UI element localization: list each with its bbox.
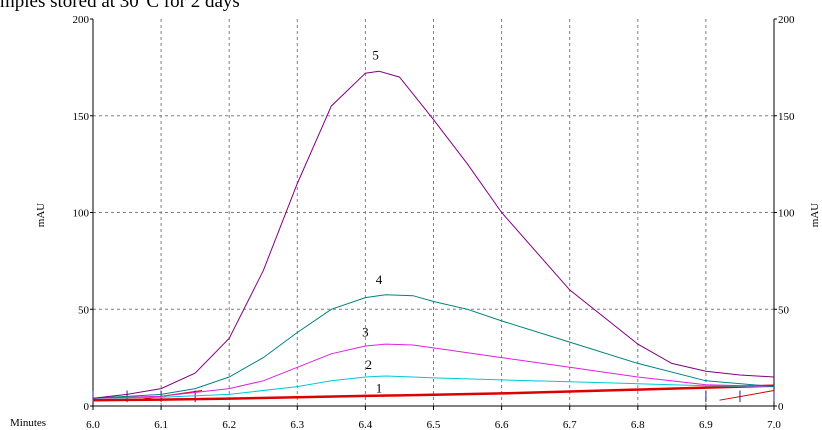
y-tick-label-right: 150 [778, 111, 795, 123]
series-5-line [92, 70, 775, 399]
x-tick-label: 6.8 [631, 419, 645, 430]
series-3-line [92, 343, 775, 399]
y-tick-label-left: 150 [73, 111, 90, 123]
x-tick-label: 6.4 [359, 419, 373, 430]
series-1-line [92, 384, 775, 402]
tick-labels: 6.0 6.1 6.2 6.3 6.4 6.5 6.6 6.7 6.8 6.9 7.00 050 501… [73, 14, 796, 430]
series-group: 12 3 4 5 [92, 48, 775, 402]
plot-frame [90, 18, 777, 410]
chart-title: mples stored at 30°C for 2 days [0, 0, 240, 12]
series-4-line [92, 294, 775, 399]
x-tick-label: 6.5 [427, 419, 441, 430]
y-tick-label-left: 200 [73, 14, 90, 26]
x-tick-label: 6.3 [290, 419, 304, 430]
series-1-label: 1 [376, 380, 383, 395]
y-tick-label-right: 100 [778, 208, 795, 220]
x-tick-label: 7.0 [767, 419, 781, 430]
x-tick-label: 6.9 [699, 419, 713, 430]
series-2-label: 2 [366, 357, 373, 372]
y-tick-label-right: 200 [778, 14, 795, 26]
y-tick-label-left: 100 [73, 208, 90, 220]
x-tick-label: 6.6 [495, 419, 509, 430]
y-tick-label-left: 0 [84, 401, 90, 413]
y-axis-label-left: mAU [35, 203, 47, 228]
x-tick-label: 6.7 [563, 419, 577, 430]
x-axis-label: Minutes [10, 417, 46, 429]
y-tick-label-right: 50 [778, 304, 790, 316]
series-5-label: 5 [372, 48, 379, 63]
y-tick-label-right: 0 [778, 401, 784, 413]
series-2-line [92, 375, 775, 399]
baseline-marker [719, 390, 775, 401]
x-tick-label: 6.1 [154, 419, 168, 430]
y-tick-label-left: 50 [78, 304, 90, 316]
x-tick-label: 6.0 [86, 419, 100, 430]
x-tick-label: 6.2 [222, 419, 236, 430]
series-4-label: 4 [376, 272, 383, 287]
y-axis-label-right: mAU [809, 203, 821, 228]
series-3-label: 3 [362, 324, 369, 339]
